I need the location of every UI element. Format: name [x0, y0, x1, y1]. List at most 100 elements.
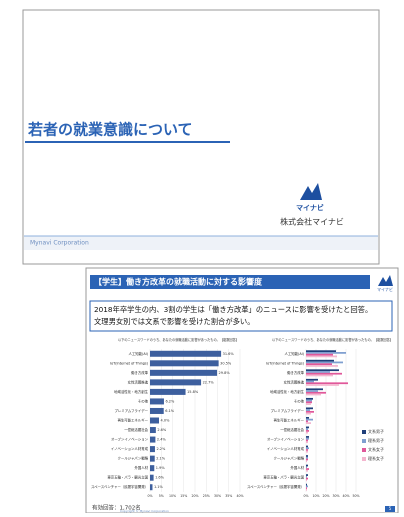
- bar: [306, 426, 309, 429]
- category-label: 東京五輪・パラ・観光立国: [107, 475, 148, 480]
- bar: [306, 380, 314, 383]
- value-label: 2.2%: [156, 447, 166, 451]
- bar: [306, 407, 313, 410]
- category-label: 外国人材: [134, 465, 148, 470]
- company: 株式会社マイナビ: [280, 217, 344, 227]
- bar: [306, 399, 312, 402]
- category-label: 働き方改革: [287, 370, 305, 375]
- chart-title: 以下のニュースワードのうち、あなたの就職活動に影響があったもの。【複数回答】: [272, 337, 393, 342]
- bar: [306, 391, 326, 394]
- value-label: 2.4%: [157, 438, 167, 442]
- bar: [306, 388, 323, 391]
- value-label: 31.6%: [223, 352, 235, 356]
- x-tick-label: 10%: [169, 494, 176, 498]
- bar: [306, 384, 339, 386]
- bar: [306, 483, 307, 486]
- value-label: 29.8%: [219, 371, 231, 375]
- bar: [306, 417, 309, 419]
- bar: [306, 431, 308, 434]
- bar: [306, 355, 337, 358]
- slide-header: 【学生】働き方改革の就職活動に対する影響度: [94, 277, 263, 287]
- category-label: 再生可能エネルギー: [273, 418, 304, 423]
- bar: [306, 466, 307, 469]
- bar: [306, 428, 308, 431]
- bar: [306, 464, 308, 467]
- bar: [306, 458, 308, 461]
- x-tick-label: 30%: [332, 494, 339, 498]
- value-label: 15.8%: [187, 390, 199, 394]
- page-badge: [385, 506, 395, 512]
- logo-mark: [300, 183, 322, 200]
- value-label: 6.1%: [165, 409, 175, 413]
- category-label: 人工知能(AI): [128, 351, 148, 356]
- footer-bar: [24, 236, 378, 250]
- legend-swatch: [362, 430, 366, 434]
- bar: [306, 401, 312, 404]
- category-label: 人工知能(AI): [284, 351, 304, 356]
- x-tick-label: 25%: [203, 494, 210, 498]
- bar: [306, 445, 308, 448]
- chart-title: 以下のニュースワードのうち、あなたの就職活動に影響があったもの。【複数回答】: [118, 337, 239, 342]
- bar: [306, 439, 308, 442]
- footer-text: Mynavi Corporation: [30, 240, 89, 247]
- category-label: イノベーション人材育成: [111, 446, 149, 451]
- bar: [150, 398, 164, 405]
- category-label: オープンイノベーション: [111, 437, 149, 442]
- bar: [306, 359, 334, 362]
- bar: [306, 363, 332, 366]
- bar: [150, 417, 159, 424]
- summary-box: [89, 300, 393, 332]
- slide-1: [22, 9, 380, 265]
- bar: [306, 403, 311, 405]
- x-tick-label: 0%: [147, 494, 152, 498]
- value-label: 1.1%: [154, 485, 164, 489]
- bar: [150, 474, 154, 481]
- value-label: 22.7%: [203, 380, 215, 384]
- bar: [306, 447, 309, 450]
- bar: [150, 436, 156, 443]
- legend-label: 文系男子: [368, 428, 384, 434]
- bar: [306, 378, 318, 381]
- category-label: 地域活性化・地方創生: [114, 389, 149, 394]
- bar: [306, 409, 310, 411]
- x-tick-label: 30%: [214, 494, 221, 498]
- bar: [306, 475, 307, 478]
- bar: [306, 474, 308, 476]
- bar: [150, 484, 153, 491]
- value-label: 6.2%: [165, 399, 175, 403]
- bar: [306, 477, 308, 480]
- category-label: プレミアムフライデー: [271, 408, 305, 413]
- category-label: 一億総活躍社会: [280, 427, 304, 432]
- value-label: 2.6%: [157, 428, 167, 432]
- bar: [306, 393, 321, 396]
- value-label: 1.9%: [156, 466, 166, 470]
- bar: [306, 479, 307, 482]
- bar: [306, 455, 308, 457]
- x-tick-label: 50%: [352, 494, 359, 498]
- x-tick-label: 35%: [225, 494, 232, 498]
- bar: [150, 455, 155, 462]
- bar: [306, 352, 346, 354]
- legend-swatch: [362, 457, 366, 461]
- legend-swatch: [362, 439, 366, 443]
- x-tick-label: 5%: [159, 494, 164, 498]
- category-label: 外国人材: [290, 465, 304, 470]
- x-tick-label: 40%: [236, 494, 243, 498]
- bar: [306, 468, 309, 470]
- copyright: Copyright © Mynavi Corporation: [120, 509, 169, 513]
- bar: [150, 369, 218, 376]
- category-label: 女性活躍推進: [284, 379, 305, 384]
- value-label: 2.1%: [156, 457, 166, 461]
- bar: [306, 437, 309, 440]
- logo-text: マイナビ: [296, 203, 324, 212]
- category-label: 女性活躍推進: [128, 379, 149, 384]
- logo-mark: [378, 275, 393, 286]
- category-label: IoT(Internet of Things): [266, 361, 305, 365]
- bar: [306, 488, 307, 491]
- bar: [306, 365, 338, 367]
- bar: [150, 446, 155, 453]
- bar: [306, 397, 313, 400]
- bar: [306, 460, 307, 463]
- category-label: その他: [294, 398, 305, 403]
- bar: [150, 388, 186, 395]
